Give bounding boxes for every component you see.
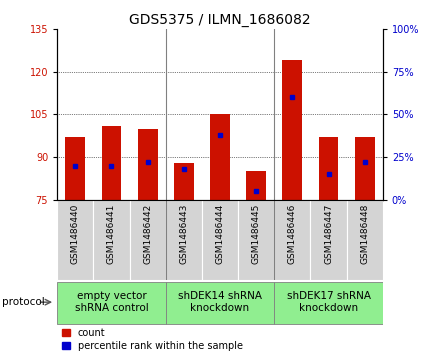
- Bar: [166, 282, 274, 325]
- Text: GSM1486440: GSM1486440: [71, 204, 80, 264]
- Bar: [66, 137, 85, 200]
- Text: GSM1486447: GSM1486447: [324, 204, 333, 264]
- Title: GDS5375 / ILMN_1686082: GDS5375 / ILMN_1686082: [129, 13, 311, 26]
- Bar: [238, 200, 274, 280]
- Text: GSM1486443: GSM1486443: [180, 204, 188, 264]
- Text: shDEK14 shRNA
knockdown: shDEK14 shRNA knockdown: [178, 291, 262, 313]
- Bar: [93, 200, 129, 280]
- Text: GSM1486445: GSM1486445: [252, 204, 260, 264]
- Bar: [57, 200, 93, 280]
- Bar: [138, 129, 158, 200]
- Bar: [102, 126, 121, 200]
- Bar: [355, 137, 375, 200]
- Text: shDEK17 shRNA
knockdown: shDEK17 shRNA knockdown: [286, 291, 370, 313]
- Text: GSM1486444: GSM1486444: [216, 204, 224, 264]
- Text: GSM1486446: GSM1486446: [288, 204, 297, 264]
- Bar: [319, 137, 338, 200]
- Bar: [202, 200, 238, 280]
- Bar: [129, 200, 166, 280]
- Text: GSM1486448: GSM1486448: [360, 204, 369, 264]
- Text: protocol: protocol: [2, 297, 45, 307]
- Text: empty vector
shRNA control: empty vector shRNA control: [75, 291, 148, 313]
- Bar: [174, 163, 194, 200]
- Legend: count, percentile rank within the sample: count, percentile rank within the sample: [62, 328, 242, 351]
- Bar: [347, 200, 383, 280]
- Bar: [57, 282, 166, 325]
- Bar: [210, 114, 230, 200]
- Text: GSM1486442: GSM1486442: [143, 204, 152, 264]
- Bar: [274, 282, 383, 325]
- Bar: [282, 60, 302, 200]
- Bar: [311, 200, 347, 280]
- Text: GSM1486441: GSM1486441: [107, 204, 116, 264]
- Bar: [246, 171, 266, 200]
- Bar: [166, 200, 202, 280]
- Bar: [274, 200, 311, 280]
